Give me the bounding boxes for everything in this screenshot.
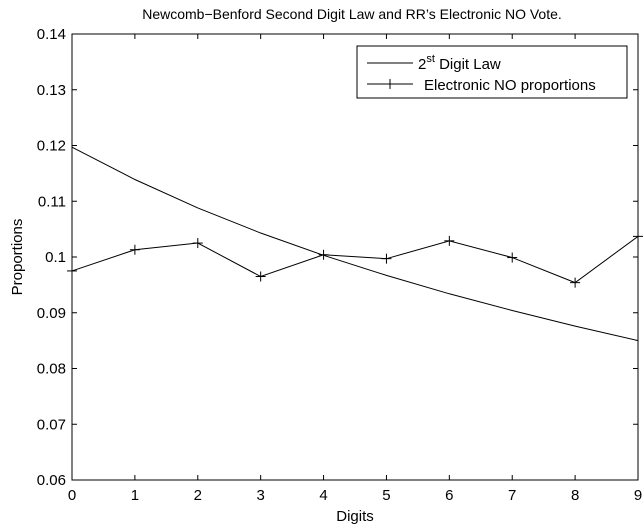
x-axis-label: Digits [336,508,374,525]
y-tick-label: 0.14 [37,26,66,43]
legend-law-superscript: st [426,53,435,65]
legend-box [356,45,628,99]
data-point-electronic-no [255,271,266,282]
y-tick-label: 0.08 [37,361,66,378]
y-tick-label: 0.11 [38,193,66,210]
y-axis-label: Proportions [9,219,26,296]
x-tick-label: 4 [319,487,327,504]
data-point-electronic-no [570,277,581,288]
x-tick-label: 6 [445,487,453,504]
legend-law-rest: Digit Law [435,56,501,73]
series-layer [67,146,643,342]
x-tick-label: 7 [508,487,516,504]
data-point-electronic-no [444,235,455,246]
data-point-electronic-no [318,249,329,260]
legend-label-electronic: Electronic NO proportions [424,77,596,94]
data-point-electronic-no [507,252,518,263]
y-tick-label: 0.13 [37,82,66,99]
data-point-electronic-no [129,244,140,255]
legend: 2st Digit Law Electronic NO proportions [356,45,628,99]
x-axis-ticks: 0 1 2 3 4 5 6 7 8 9 [68,34,642,504]
series-line-digit-law [71,146,639,342]
x-tick-label: 1 [131,487,139,504]
y-tick-label: 0.07 [37,416,66,433]
x-tick-label: 2 [194,487,202,504]
chart-title: Newcomb−Benford Second Digit Law and RR’… [142,6,562,22]
y-axis-ticks: 0.06 0.07 0.08 0.09 0.1 0.11 0.12 0.13 0.14 [37,26,638,489]
y-tick-label: 0.06 [37,472,66,489]
legend-law-digit: 2 [418,56,426,73]
plot-frame [71,33,639,481]
legend-label-law: 2st Digit Law [418,53,501,73]
data-point-electronic-no [192,238,203,249]
y-tick-label: 0.1 [45,249,66,266]
y-tick-label: 0.09 [37,305,66,322]
x-tick-label: 8 [571,487,579,504]
series-line-electronic-no [71,235,639,284]
x-tick-label: 5 [382,487,390,504]
x-tick-label: 3 [256,487,264,504]
y-tick-label: 0.12 [37,138,66,155]
x-tick-label: 0 [68,487,76,504]
data-point-electronic-no [381,253,392,264]
x-tick-label: 9 [634,487,642,504]
